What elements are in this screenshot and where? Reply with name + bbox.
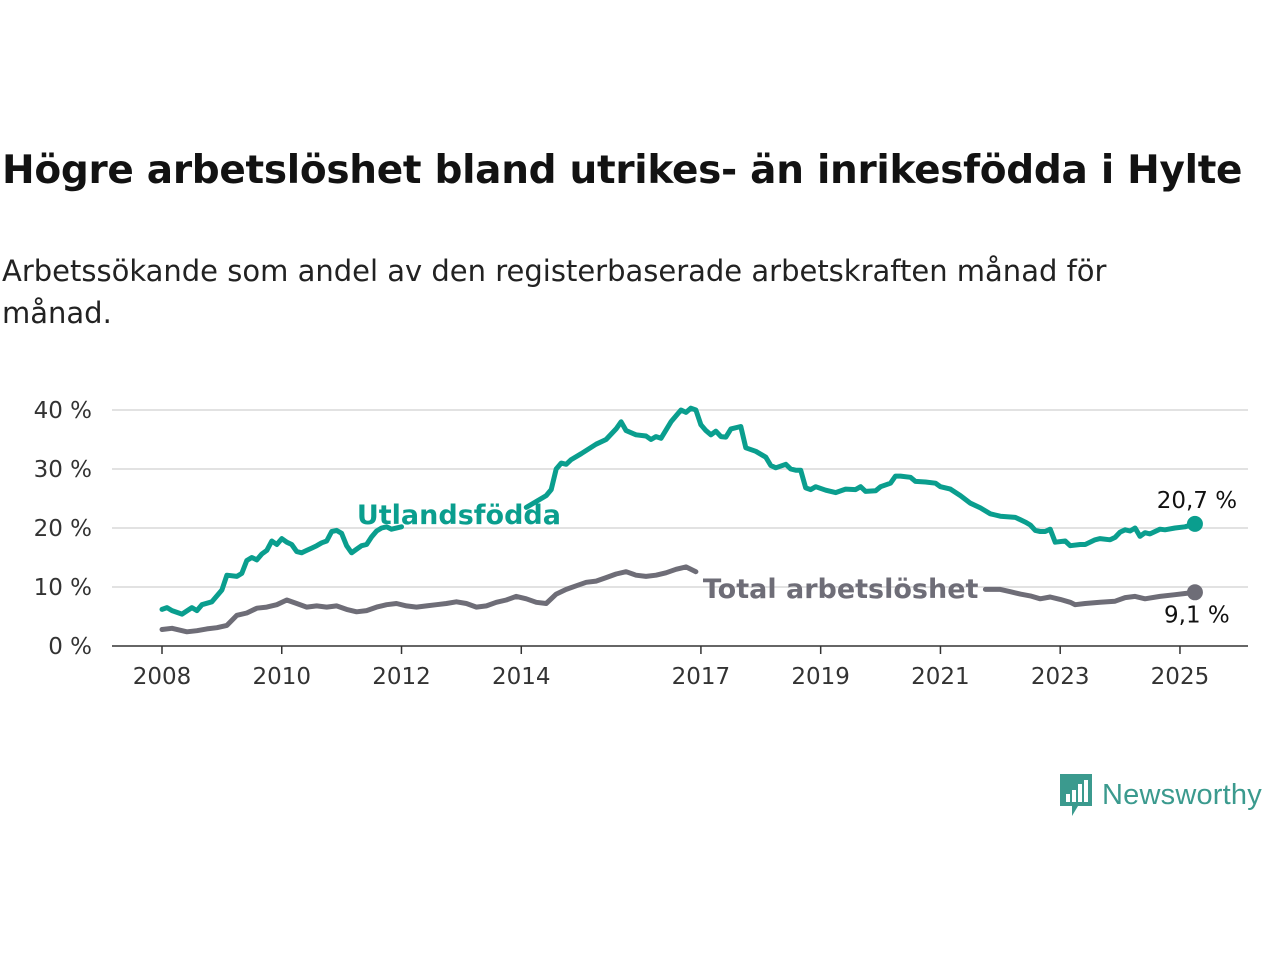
series-line-utlandsfodda — [523, 405, 1198, 549]
x-tick-label: 2021 — [911, 664, 970, 690]
series-end-label: 9,1 % — [1164, 602, 1230, 628]
series-end-label: 20,7 % — [1157, 488, 1237, 514]
x-tick-label: 2025 — [1151, 664, 1210, 690]
x-tick-label: 2023 — [1031, 664, 1090, 690]
series-end-point — [1186, 515, 1203, 532]
grid-lines — [112, 409, 1248, 588]
chart-title: Högre arbetslöshet bland utrikes- än inr… — [2, 148, 1243, 193]
y-tick-label: 20 % — [34, 516, 92, 542]
x-tick-label: 2019 — [791, 664, 850, 690]
newsworthy-logo-icon — [1060, 774, 1092, 816]
x-axis — [112, 645, 1248, 654]
series-line-utlandsfodda — [159, 524, 404, 617]
x-tick-label: 2017 — [672, 664, 731, 690]
series-line-total — [159, 564, 699, 635]
series-name-label: Total arbetslöshet — [703, 574, 979, 605]
brand-name: Newsworthy — [1102, 778, 1262, 811]
y-axis-labels: 0 % 10 % 20 % 30 % 40 % — [34, 398, 92, 660]
chart-subtitle: Arbetssökande som andel av den registerb… — [2, 254, 1107, 330]
line-chart: 0 % 10 % 20 % 30 % 40 % 2008 2010 2012 2014 2017… — [34, 398, 1248, 690]
y-tick-label: 10 % — [34, 575, 92, 601]
brand-logo: Newsworthy — [1058, 772, 1262, 818]
y-tick-label: 0 % — [48, 634, 92, 660]
series-labels: 20,7 % Utlandsfödda 9,1 % Total arbetslöshe… — [357, 488, 1237, 628]
x-tick-label: 2014 — [492, 664, 551, 690]
x-tick-label: 2008 — [133, 664, 192, 690]
x-axis-labels: 2008 2010 2012 2014 2017 2019 2021 2023 2025 — [133, 664, 1210, 690]
x-tick-label: 2012 — [372, 664, 431, 690]
x-tick-label: 2010 — [252, 664, 311, 690]
y-tick-label: 30 % — [34, 457, 92, 483]
series-end-point — [1186, 584, 1203, 601]
series-lines — [159, 405, 1203, 635]
series-line-total — [982, 586, 1198, 608]
y-tick-label: 40 % — [34, 398, 92, 424]
series-name-label: Utlandsfödda — [357, 500, 561, 531]
